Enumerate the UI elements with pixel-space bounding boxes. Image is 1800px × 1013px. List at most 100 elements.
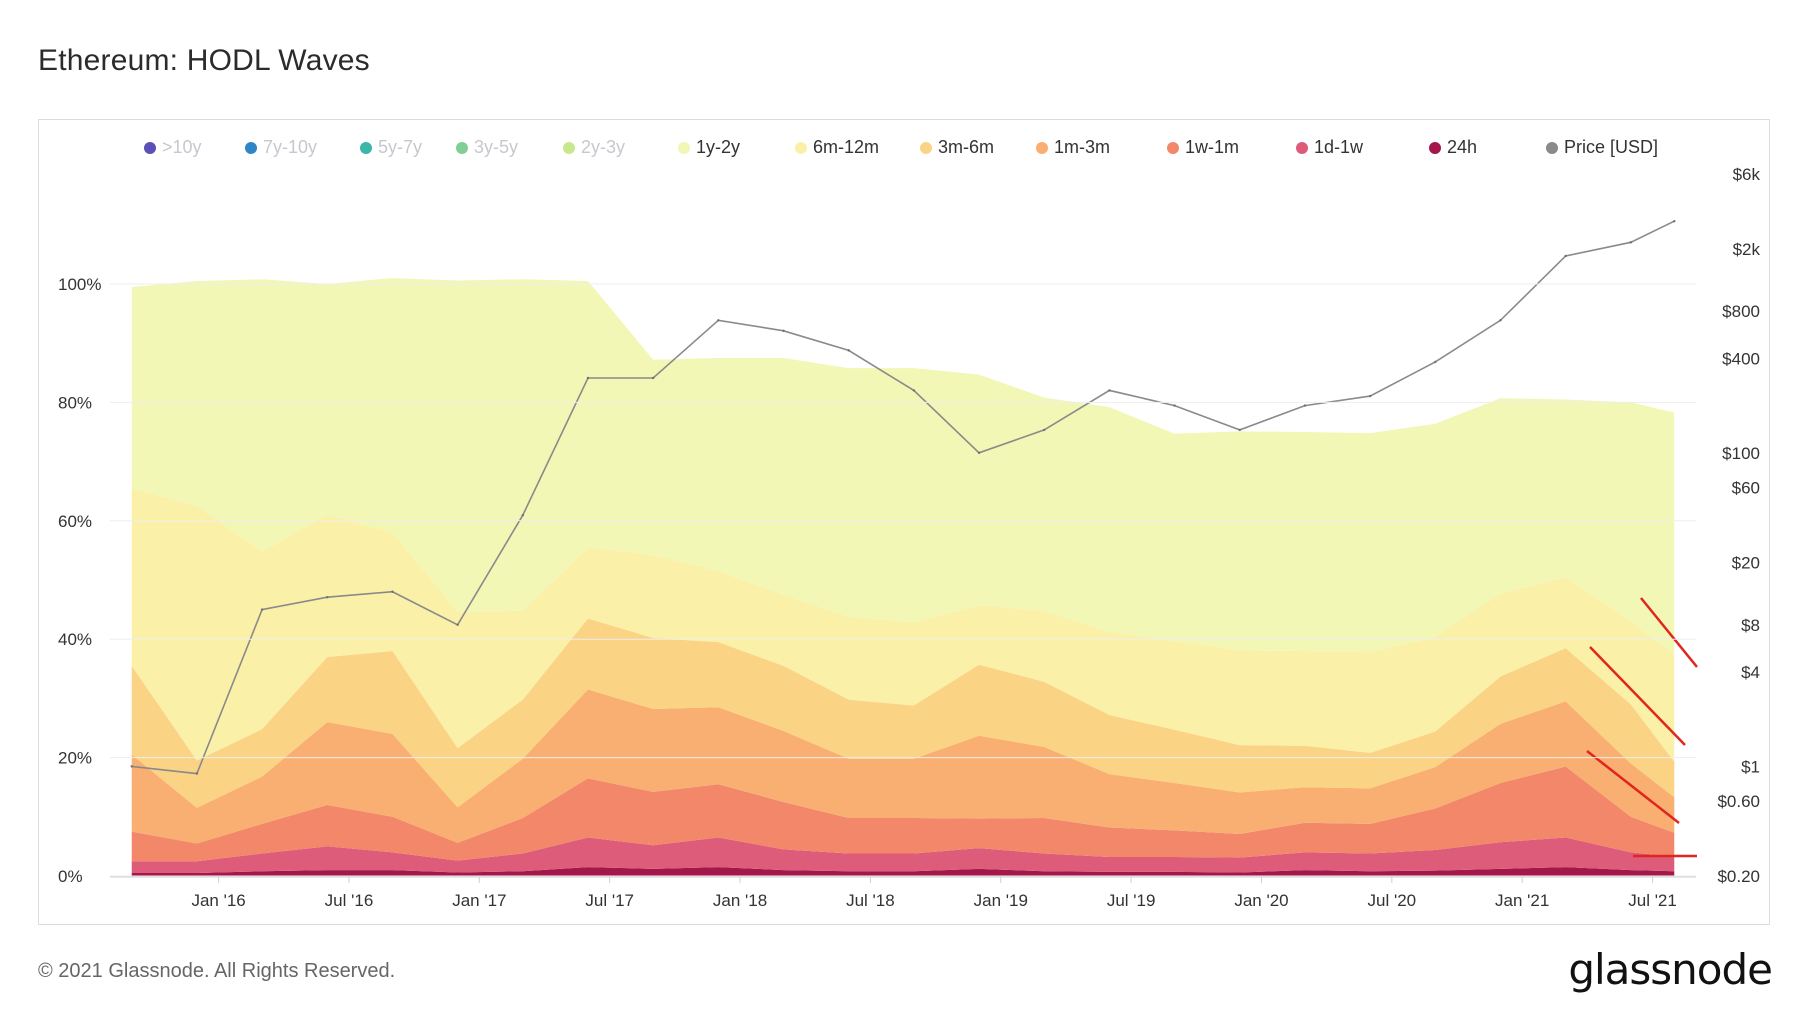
price-point xyxy=(1499,319,1502,322)
legend-item-1m-3m[interactable]: 1m-3m xyxy=(1036,137,1110,158)
x-tick-label: Jul '17 xyxy=(585,891,634,910)
legend-dot xyxy=(920,141,932,154)
legend-item-3y-5y[interactable]: 3y-5y xyxy=(456,137,518,158)
y-right-tick-label: $4 xyxy=(1741,663,1760,682)
x-tick-label: Jan '17 xyxy=(452,891,506,910)
legend-label: 7y-10y xyxy=(263,137,318,157)
price-point xyxy=(195,772,199,775)
price-point xyxy=(456,623,459,627)
x-tick-label: Jul '16 xyxy=(325,891,374,910)
legend-dot xyxy=(1036,141,1048,154)
y-right-tick-label: $1 xyxy=(1741,757,1760,776)
stacked-areas xyxy=(131,278,1675,876)
copyright-text: © 2021 Glassnode. All Rights Reserved. xyxy=(38,960,396,982)
price-point xyxy=(717,319,720,322)
trend-line xyxy=(1586,750,1680,824)
area-1m-3m xyxy=(131,689,1675,844)
x-tick-label: Jan '21 xyxy=(1495,891,1549,910)
y-left-tick-label: 100% xyxy=(58,275,101,294)
legend-item-price-usd[interactable]: Price [USD] xyxy=(1546,137,1658,158)
y-right-tick-label: $20 xyxy=(1732,553,1760,572)
legend-dot xyxy=(795,141,807,154)
legend-label: 24h xyxy=(1447,137,1478,157)
area-1y-2y xyxy=(131,278,1675,656)
x-tick-label: Jul '20 xyxy=(1368,891,1417,910)
price-point xyxy=(1629,241,1633,244)
price-point xyxy=(1434,360,1437,364)
y-left-axis: 0% 20% 40% 60% 80% 100% xyxy=(58,275,1696,886)
price-point xyxy=(130,765,133,768)
page-title: Ethereum: HODL Waves xyxy=(38,44,370,77)
legend-item-1d-1w[interactable]: 1d-1w xyxy=(1296,137,1363,158)
price-layer xyxy=(130,220,1676,775)
y-left-tick-label: 80% xyxy=(58,393,92,412)
legend-label: 3y-5y xyxy=(474,137,519,157)
price-point xyxy=(1238,428,1241,432)
price-point xyxy=(521,514,524,517)
y-right-tick-label: $100 xyxy=(1722,444,1760,463)
price-point xyxy=(847,349,850,352)
legend-item-10y[interactable]: >10y xyxy=(144,137,202,158)
y-right-tick-label: $8 xyxy=(1741,616,1760,635)
x-tick-label: Jan '20 xyxy=(1234,891,1288,910)
trend-line xyxy=(1640,597,1698,668)
y-left-tick-label: 20% xyxy=(58,749,92,768)
price-point xyxy=(912,389,916,392)
price-point xyxy=(1303,404,1307,407)
legend-item-7y-10y[interactable]: 7y-10y xyxy=(245,137,317,158)
legend-item-5y-7y[interactable]: 5y-7y xyxy=(360,137,422,158)
y-right-tick-label: $6k xyxy=(1733,165,1761,184)
price-point xyxy=(1173,404,1176,407)
legend-label: >10y xyxy=(162,137,202,157)
legend-item-6m-12m[interactable]: 6m-12m xyxy=(795,137,879,158)
legend-label: 5y-7y xyxy=(378,137,423,157)
y-right-tick-label: $800 xyxy=(1722,302,1760,321)
x-tick-label: Jan '18 xyxy=(713,891,767,910)
trend-line xyxy=(1589,646,1686,746)
legend-dot xyxy=(456,141,468,154)
x-tick-label: Jul '19 xyxy=(1107,891,1156,910)
area-1d-1w xyxy=(131,837,1675,874)
area-6m-12m xyxy=(131,488,1675,762)
legend-dot xyxy=(1167,141,1179,154)
glassnode-logo: glassnode xyxy=(1568,945,1773,994)
price-point xyxy=(782,329,785,332)
legend-label: 2y-3y xyxy=(581,137,626,157)
legend-label: 3m-6m xyxy=(938,137,995,157)
price-point xyxy=(1564,254,1567,258)
legend-label: 6m-12m xyxy=(813,137,880,157)
legend-label: 1y-2y xyxy=(696,137,741,157)
price-point xyxy=(1108,389,1111,392)
legend-label: 1d-1w xyxy=(1314,137,1364,157)
legend-item-1y-2y[interactable]: 1y-2y xyxy=(678,137,740,158)
legend-label: 1w-1m xyxy=(1185,137,1240,157)
legend-dot xyxy=(1546,141,1558,154)
legend-dot xyxy=(144,141,156,154)
legend-item-3m-6m[interactable]: 3m-6m xyxy=(920,137,994,158)
legend-item-1w-1m[interactable]: 1w-1m xyxy=(1167,137,1239,158)
y-left-tick-label: 60% xyxy=(58,512,92,531)
y-right-tick-label: $2k xyxy=(1733,240,1761,259)
y-left-tick-label: 0% xyxy=(58,867,83,886)
price-point xyxy=(586,376,590,380)
x-tick-label: Jul '21 xyxy=(1628,891,1677,910)
legend-item-2y-3y[interactable]: 2y-3y xyxy=(563,137,625,158)
price-point xyxy=(260,608,264,611)
legend-dot xyxy=(1296,141,1308,154)
y-right-tick-label: $400 xyxy=(1722,349,1760,368)
legend-label: 1m-3m xyxy=(1054,137,1111,157)
y-right-tick-label: $0.20 xyxy=(1717,867,1760,886)
legend-dot xyxy=(245,141,257,154)
x-axis: Jan '16 Jul '16 Jan '17 Jul '17 Jan '18 Jul '… xyxy=(110,876,1696,910)
trend-annotations xyxy=(1586,597,1698,858)
price-point xyxy=(1043,428,1046,432)
area-24h xyxy=(131,867,1675,876)
legend-dot xyxy=(678,141,690,154)
price-point xyxy=(1673,220,1676,223)
y-right-tick-label: $0.60 xyxy=(1717,792,1760,811)
legend-item-24h[interactable]: 24h xyxy=(1429,137,1477,158)
y-right-axis: $0.20 $0.60 $1 $4 $8 $20 $60 $100 $400 $800 $2k $6k xyxy=(1717,165,1760,886)
legend-dot xyxy=(360,141,372,154)
y-left-tick-label: 40% xyxy=(58,630,92,649)
